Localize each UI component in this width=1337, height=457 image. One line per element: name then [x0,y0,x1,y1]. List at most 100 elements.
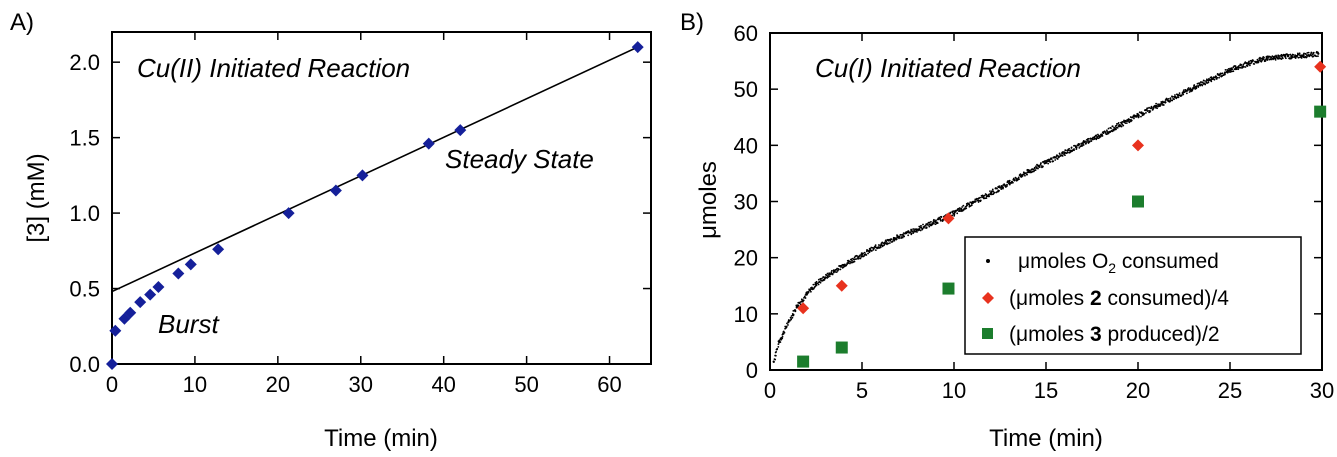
o2-sample-point [952,212,956,215]
o2-trace-point [1008,179,1011,182]
o2-trace-point [1090,139,1092,142]
o2-trace-point [812,283,815,286]
x-tick-label: 50 [514,372,538,397]
o2-trace-point [1300,57,1303,59]
panel-b: B) 0 5 10 15 20 25 30 0 10 20 30 40 50 60 Cu(I) Init… [680,9,1334,452]
o2-trace-point [901,236,904,239]
y-tick-label: 0 [746,358,758,383]
o2-trace-point [1123,119,1125,122]
compound-2-point [835,279,848,292]
o2-trace-point [1037,167,1039,170]
o2-trace-point [871,249,873,252]
o2-trace-point [910,232,913,235]
o2-trace-point [1152,108,1154,111]
y-tick-label: 0.5 [69,277,100,302]
panel-a-label: A) [10,9,34,36]
o2-sample-point [916,228,919,231]
o2-trace-point [835,271,838,274]
o2-trace-point [928,221,931,224]
o2-trace-point [1149,110,1152,113]
o2-trace-point [819,281,822,284]
o2-trace-point [863,251,866,254]
o2-trace-point [1143,112,1146,115]
o2-trace-point [891,240,894,243]
o2-sample-point [897,235,900,238]
data-point [454,124,467,137]
o2-sample-point [1026,171,1029,174]
o2-trace-point [1171,99,1174,102]
o2-trace-point [1292,56,1294,59]
o2-trace-point [781,337,784,340]
o2-sample-point [1081,142,1084,145]
y-tick-label: 60 [734,21,758,46]
o2-trace-point [839,268,842,271]
o2-trace-point [1219,72,1222,75]
o2-trace-point [987,193,990,196]
x-tick-label: 30 [349,372,373,397]
o2-trace-point [1242,63,1245,66]
o2-trace-point [977,201,980,203]
o2-trace-point [1084,140,1087,143]
o2-trace-point [1240,63,1243,66]
o2-trace-point [1024,174,1026,177]
legend-entry-o2: μmoles O2 consumed [1018,250,1219,276]
o2-trace-point [1187,89,1189,91]
o2-trace-point [1145,111,1147,114]
o2-trace-point [998,189,1000,192]
o2-trace-point [803,295,806,298]
o2-trace-point [911,230,914,233]
o2-trace-point [899,233,902,236]
o2-trace-point [817,283,820,286]
o2-trace-point [1173,98,1175,101]
o2-trace-point [1197,86,1200,88]
o2-trace-point [1082,139,1085,142]
o2-trace-point [792,313,795,316]
legend-diamond-marker [982,292,994,304]
o2-trace-point [1292,53,1295,56]
compound-3-point [1314,105,1327,118]
o2-trace-point [1185,92,1188,95]
o2-sample-point [1100,133,1103,136]
legend-3-bold: 3 [1090,323,1102,346]
o2-trace-point [927,224,930,227]
legend-box [964,236,1302,355]
o2-sample-point [1284,55,1287,58]
o2-trace-point [916,231,918,233]
panel-b-ticks [769,32,1323,371]
o2-trace-point [893,239,896,242]
o2-trace-point [1203,79,1206,82]
o2-trace-point [887,238,890,241]
x-tick-label: 40 [431,372,455,397]
o2-trace-point [834,271,837,273]
o2-trace-point [1087,137,1090,140]
o2-trace-point [996,187,998,190]
o2-trace-point [925,226,928,229]
o2-trace-point [1004,186,1007,188]
x-tick-label: 0 [764,378,776,403]
o2-sample-point [1044,161,1048,164]
o2-sample-point [1008,181,1011,185]
o2-trace-point [1078,143,1081,146]
o2-trace-point [1263,56,1265,59]
o2-trace-point [807,291,810,294]
legend-entry-compound-2: (μmoles 2 consumed)/4 [1009,287,1229,310]
y-tick-label: 2.0 [69,50,100,75]
o2-trace-point [1041,165,1044,168]
o2-trace-point [827,276,830,278]
o2-trace-point [855,254,858,257]
o2-trace-point [974,200,977,203]
o2-trace-point [1019,173,1022,175]
o2-trace-point [1073,149,1075,152]
y-tick-label: 50 [734,77,758,102]
o2-trace-point [1107,127,1110,130]
o2-trace-point [1088,141,1091,143]
o2-trace-point [1049,161,1052,163]
o2-trace-point [874,249,877,252]
o2-trace-point [1279,54,1282,57]
o2-trace-point [998,185,1001,188]
compound-3-point [797,355,810,368]
o2-trace-point [782,333,785,335]
panel-a-burst-annotation: Burst [158,309,220,339]
o2-trace-point [1253,63,1256,65]
o2-trace-point [1110,127,1112,130]
